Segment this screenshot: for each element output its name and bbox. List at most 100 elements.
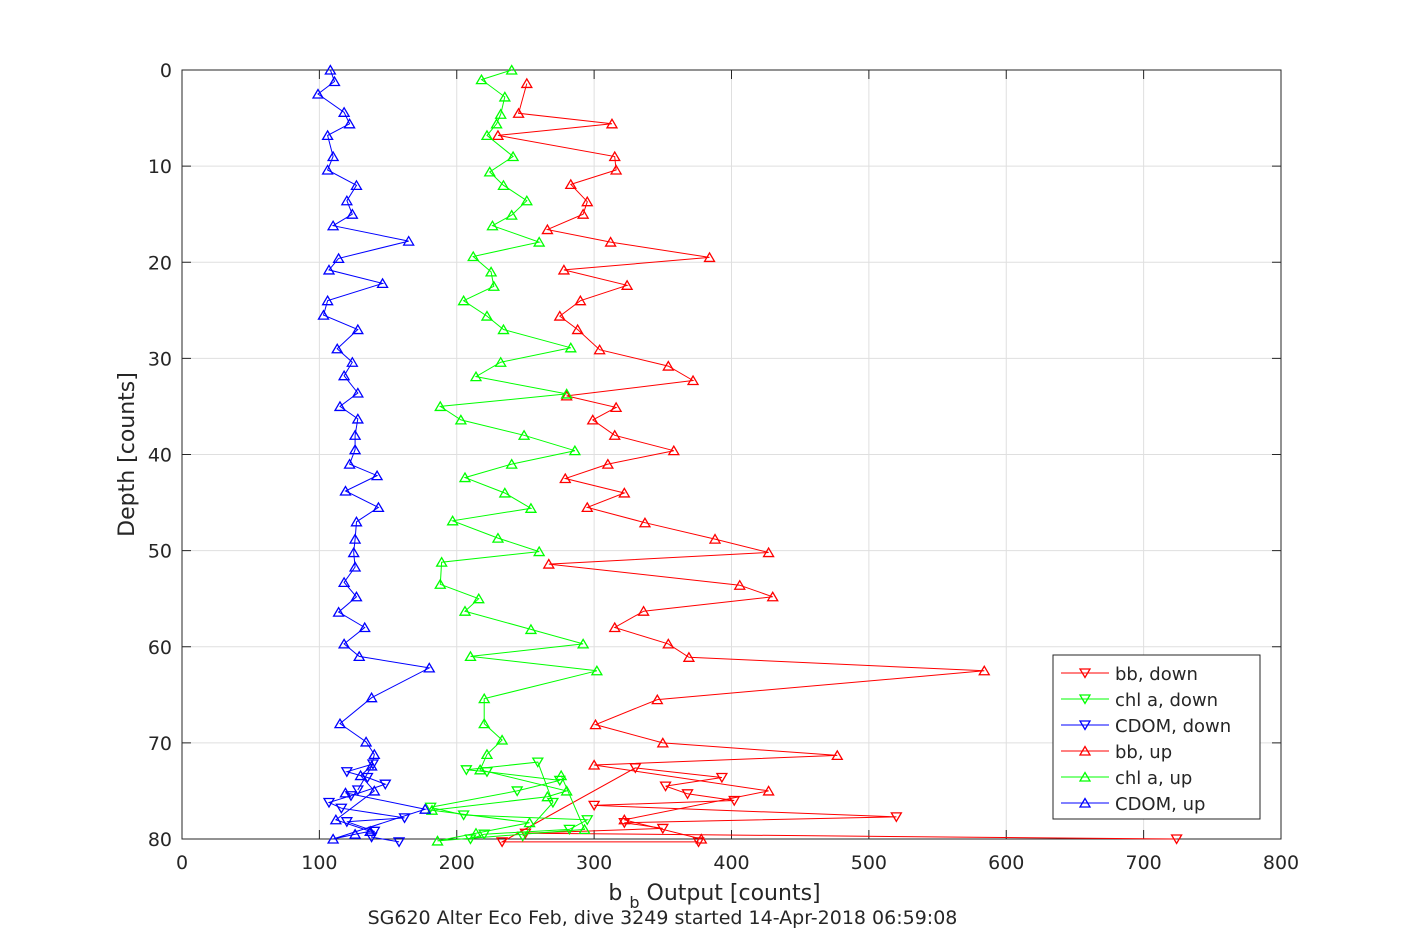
- data-point-marker: [321, 164, 334, 175]
- x-tick-label: 700: [1125, 852, 1161, 874]
- data-point-marker: [337, 369, 351, 381]
- data-point-marker: [454, 414, 468, 425]
- data-point-marker: [620, 279, 634, 290]
- data-point-marker: [533, 545, 546, 557]
- data-point-marker: [351, 387, 364, 398]
- data-point-marker: [571, 323, 584, 335]
- legend-item: CDOM, up: [1061, 794, 1205, 815]
- data-point-marker: [605, 118, 619, 129]
- data-point-marker: [339, 787, 352, 798]
- data-point-marker: [322, 264, 336, 275]
- legend-marker: [1078, 797, 1092, 808]
- legend-item: bb, up: [1061, 742, 1172, 763]
- y-tick-label: 0: [160, 60, 172, 82]
- data-point-marker: [733, 579, 746, 590]
- data-point-marker: [593, 343, 606, 355]
- data-point-marker: [638, 516, 652, 528]
- data-point-marker: [978, 664, 991, 676]
- data-point-marker: [604, 236, 617, 247]
- data-point-marker: [365, 760, 378, 771]
- legend-label: CDOM, down: [1115, 716, 1231, 737]
- data-point-marker: [326, 833, 340, 844]
- data-point-marker: [348, 828, 362, 839]
- x-tick-label: 0: [176, 852, 188, 874]
- data-point-marker: [703, 251, 716, 263]
- data-point-marker: [505, 209, 518, 220]
- data-point-marker: [328, 75, 341, 87]
- series-line: [327, 763, 405, 843]
- y-tick-label: 30: [148, 348, 172, 370]
- data-point-marker: [326, 150, 340, 162]
- data-point-marker: [340, 194, 353, 206]
- data-point-marker: [516, 831, 529, 842]
- x-tick-label: 800: [1263, 852, 1299, 874]
- data-point-marker: [524, 623, 538, 635]
- data-point-marker: [560, 785, 573, 796]
- legend-label: bb, down: [1115, 664, 1198, 685]
- x-tick-label: 100: [301, 852, 337, 874]
- data-point-marker: [695, 833, 708, 844]
- data-point-marker: [491, 532, 505, 543]
- data-point-marker: [609, 401, 623, 413]
- legend-label: chl a, down: [1115, 690, 1218, 711]
- data-point-marker: [608, 150, 621, 162]
- data-point-marker: [576, 208, 590, 219]
- data-point-marker: [376, 277, 389, 289]
- data-point-marker: [333, 400, 347, 412]
- legend-label: chl a, up: [1115, 768, 1192, 789]
- data-point-marker: [637, 605, 650, 616]
- data-point-marker: [351, 323, 364, 335]
- data-point-marker: [364, 825, 377, 836]
- data-point-marker: [475, 73, 488, 85]
- legend-marker: [1078, 771, 1092, 782]
- data-point-marker: [662, 638, 675, 649]
- legend-marker: [1078, 668, 1092, 679]
- data-point-marker: [353, 650, 366, 662]
- data-point-marker: [392, 837, 406, 848]
- data-point-marker: [368, 826, 381, 838]
- data-point-marker: [347, 546, 360, 558]
- x-axis-label: b b Output [counts]: [608, 881, 820, 914]
- data-point-marker: [478, 692, 491, 704]
- data-point-marker: [667, 444, 680, 456]
- series-line: [431, 69, 598, 842]
- data-point-marker: [686, 374, 700, 386]
- data-point-marker: [715, 772, 729, 784]
- data-point-marker: [490, 118, 503, 129]
- data-point-marker: [498, 91, 511, 102]
- data-point-marker: [618, 487, 631, 498]
- data-point-marker: [311, 88, 325, 99]
- data-point-marker: [541, 223, 554, 235]
- data-point-marker: [343, 458, 356, 469]
- data-point-marker: [618, 813, 631, 825]
- x-tick-label: 300: [576, 852, 612, 874]
- data-point-marker: [480, 129, 494, 141]
- data-point-marker: [464, 834, 477, 845]
- series-4: [425, 64, 604, 846]
- data-point-marker: [483, 166, 496, 177]
- data-point-marker: [601, 458, 614, 469]
- data-point-marker: [609, 164, 623, 175]
- legend-label: CDOM, up: [1115, 794, 1205, 815]
- data-point-marker: [890, 812, 903, 823]
- data-point-marker: [520, 77, 533, 89]
- data-point-marker: [659, 781, 672, 792]
- data-point-marker: [587, 759, 601, 770]
- data-point-marker: [506, 150, 520, 162]
- data-point-marker: [434, 400, 447, 412]
- data-point-marker: [494, 356, 507, 367]
- data-point-marker: [446, 515, 459, 526]
- data-point-marker: [480, 748, 494, 760]
- y-tick-label: 80: [148, 829, 172, 851]
- data-point-marker: [365, 832, 378, 843]
- x-axis-label-main: b: [608, 881, 622, 906]
- x-tick-label: 600: [988, 852, 1024, 874]
- data-point-marker: [321, 294, 334, 306]
- data-point-marker: [344, 791, 358, 802]
- data-point-marker: [651, 693, 664, 705]
- data-point-marker: [487, 280, 500, 291]
- data-point-marker: [560, 388, 573, 399]
- data-point-marker: [533, 236, 546, 247]
- series-line: [500, 767, 1177, 843]
